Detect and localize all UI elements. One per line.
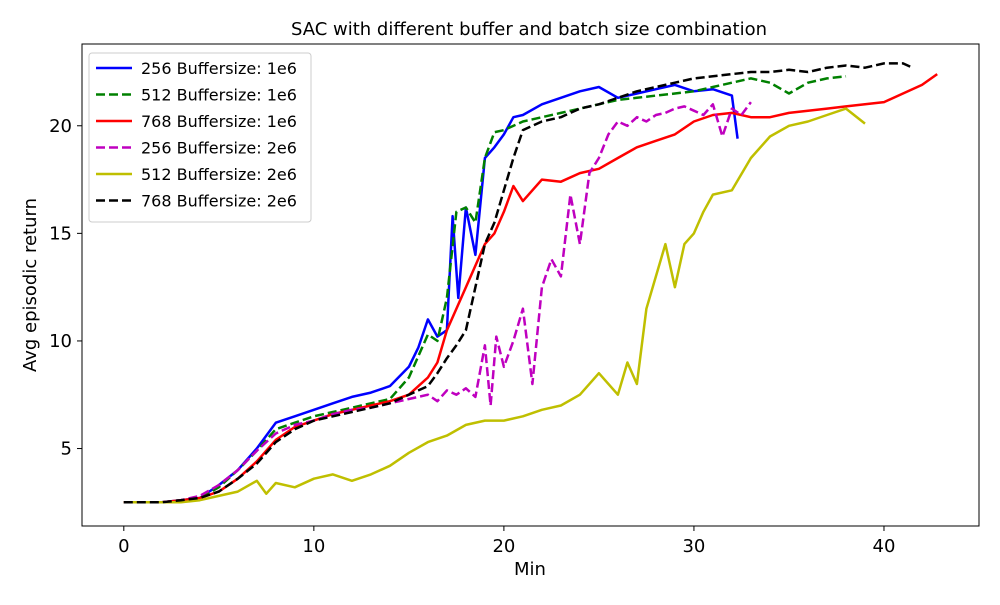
series-layer [123, 62, 938, 504]
legend-label-1: 256 Buffersize: 1e6 [141, 59, 297, 78]
x-tick-label: 10 [302, 536, 325, 557]
x-tick-label: 40 [873, 536, 896, 557]
chart-title: SAC with different buffer and batch size… [291, 19, 767, 40]
x-tick-label: 0 [118, 536, 129, 557]
x-axis: 0 10 20 30 40 [118, 526, 895, 557]
y-axis-title: Avg episodic return [20, 198, 41, 372]
legend-label-4: 256 Buffersize: 2e6 [141, 139, 297, 158]
y-axis: 5 10 15 20 [49, 116, 82, 460]
legend-label-6: 768 Buffersize: 2e6 [141, 192, 297, 211]
series-line-5 [123, 107, 866, 504]
x-tick-label: 30 [682, 536, 705, 557]
series-line-3 [123, 73, 938, 504]
x-axis-title: Min [514, 559, 546, 580]
y-tick-label: 15 [49, 223, 72, 244]
y-tick-label: 20 [49, 116, 72, 137]
legend-label-2: 512 Buffersize: 1e6 [141, 86, 297, 105]
legend-label-5: 512 Buffersize: 2e6 [141, 165, 297, 184]
y-tick-label: 5 [61, 439, 72, 460]
plot-frame [81, 43, 980, 527]
y-tick-label: 10 [49, 331, 72, 352]
legend-box [88, 52, 312, 223]
x-tick-label: 20 [492, 536, 515, 557]
legend: 256 Buffersize: 1e6 512 Buffersize: 1e6 76… [88, 52, 312, 223]
series-line-4 [123, 101, 752, 504]
legend-label-3: 768 Buffersize: 1e6 [141, 112, 297, 131]
